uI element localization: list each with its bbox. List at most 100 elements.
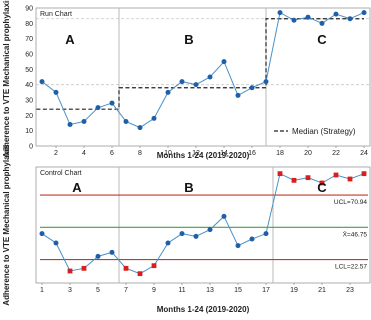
phase-label: A: [72, 180, 82, 195]
data-point: [221, 59, 227, 65]
data-point: [109, 100, 115, 106]
out-of-control-point: [151, 263, 157, 269]
legend-label: Median (Strategy): [292, 127, 356, 136]
data-point: [151, 115, 157, 121]
x-tick-label: 22: [332, 150, 340, 157]
x-axis-title: Months 1-24 (2019-2020): [157, 305, 250, 314]
y-tick-label: 70: [25, 36, 33, 43]
data-point: [249, 236, 255, 242]
mean-label: X̄=46.75: [343, 230, 368, 238]
x-tick-label: 12: [192, 150, 200, 157]
chart-label: Control Chart: [40, 170, 82, 177]
data-point: [95, 253, 101, 259]
x-tick-label: 2: [54, 150, 58, 157]
y-tick-label: 50: [25, 67, 33, 74]
out-of-control-point: [333, 172, 339, 178]
x-tick-label: 9: [152, 287, 156, 294]
phase-label: A: [65, 32, 75, 47]
data-point: [207, 74, 213, 80]
data-point: [81, 118, 87, 124]
out-of-control-point: [361, 171, 367, 177]
data-point: [165, 89, 171, 95]
y-axis-title: Adherence to VTE Mechanical prophylaxis: [2, 144, 11, 306]
data-point: [291, 17, 297, 23]
plot-frame: [35, 7, 371, 147]
median-line: [36, 18, 364, 110]
x-tick-label: 6: [110, 150, 114, 157]
x-tick-label: 10: [164, 150, 172, 157]
data-point: [179, 231, 185, 237]
ucl-label: UCL=70.94: [334, 199, 367, 206]
data-point: [193, 82, 199, 88]
data-point: [67, 122, 73, 128]
data-point: [137, 125, 143, 131]
x-tick-label: 7: [124, 287, 128, 294]
x-tick-label: 19: [290, 287, 298, 294]
x-tick-label: 15: [234, 287, 242, 294]
out-of-control-point: [319, 180, 325, 186]
x-tick-label: 23: [346, 287, 354, 294]
x-tick-label: 11: [178, 287, 185, 294]
data-point: [123, 118, 129, 124]
data-point: [305, 14, 311, 20]
chart-panel-2: Control Chart UCL=70.94 X̄=46.75 LCL=22.57 1…: [2, 144, 371, 314]
data-line: [41, 172, 365, 275]
out-of-control-point: [291, 177, 297, 183]
x-tick-label: 13: [206, 287, 214, 294]
y-axis-title: Adherence to VTE Mechanical prophylaxis: [2, 0, 11, 158]
y-tick-label: 90: [25, 6, 33, 13]
phase-label: C: [317, 32, 327, 47]
data-point: [221, 213, 227, 219]
out-of-control-point: [81, 265, 87, 271]
y-tick-label: 30: [25, 98, 33, 105]
lcl-label: LCL=22.57: [335, 264, 367, 271]
data-point: [319, 20, 325, 26]
x-tick-label: 14: [220, 150, 228, 157]
out-of-control-point: [277, 171, 283, 177]
phase-label: C: [317, 180, 327, 195]
x-axis-title: Months 1-24 (2019-2020): [157, 151, 250, 160]
y-tick-label: 0: [29, 144, 33, 151]
data-point: [193, 233, 199, 239]
out-of-control-point: [305, 175, 311, 181]
x-tick-label: 21: [318, 287, 326, 294]
data-point: [53, 89, 59, 95]
data-line: [41, 11, 365, 129]
y-tick-label: 60: [25, 52, 33, 59]
data-point: [347, 16, 353, 22]
x-tick-label: 20: [304, 150, 312, 157]
data-point: [95, 105, 101, 111]
x-tick-label: 24: [360, 150, 368, 157]
phase-label: B: [184, 180, 193, 195]
x-tick-label: 4: [82, 150, 86, 157]
x-tick-label: 17: [262, 287, 270, 294]
y-tick-label: 20: [25, 113, 33, 120]
data-point: [207, 227, 213, 233]
out-of-control-point: [67, 268, 73, 274]
data-point: [53, 240, 59, 246]
data-point: [109, 249, 115, 255]
x-tick-label: 16: [248, 150, 256, 157]
plot-frame: [35, 166, 371, 284]
data-point: [333, 11, 339, 17]
data-point: [263, 79, 269, 85]
x-tick-label: 18: [276, 150, 284, 157]
out-of-control-point: [347, 176, 353, 182]
chart-label: Run Chart: [40, 11, 72, 18]
x-tick-label: 1: [40, 287, 44, 294]
data-point: [235, 92, 241, 98]
y-tick-label: 80: [25, 21, 33, 28]
out-of-control-point: [137, 271, 143, 277]
data-point: [235, 243, 241, 249]
data-point: [361, 10, 367, 16]
y-tick-label: 10: [25, 128, 33, 135]
y-tick-label: 40: [25, 82, 33, 89]
data-point: [39, 231, 45, 237]
data-point: [165, 240, 171, 246]
phase-label: B: [184, 32, 193, 47]
data-point: [39, 79, 45, 85]
x-tick-label: 8: [138, 150, 142, 157]
